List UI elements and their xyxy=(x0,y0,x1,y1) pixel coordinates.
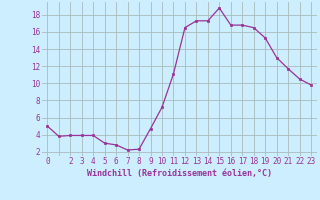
X-axis label: Windchill (Refroidissement éolien,°C): Windchill (Refroidissement éolien,°C) xyxy=(87,169,272,178)
